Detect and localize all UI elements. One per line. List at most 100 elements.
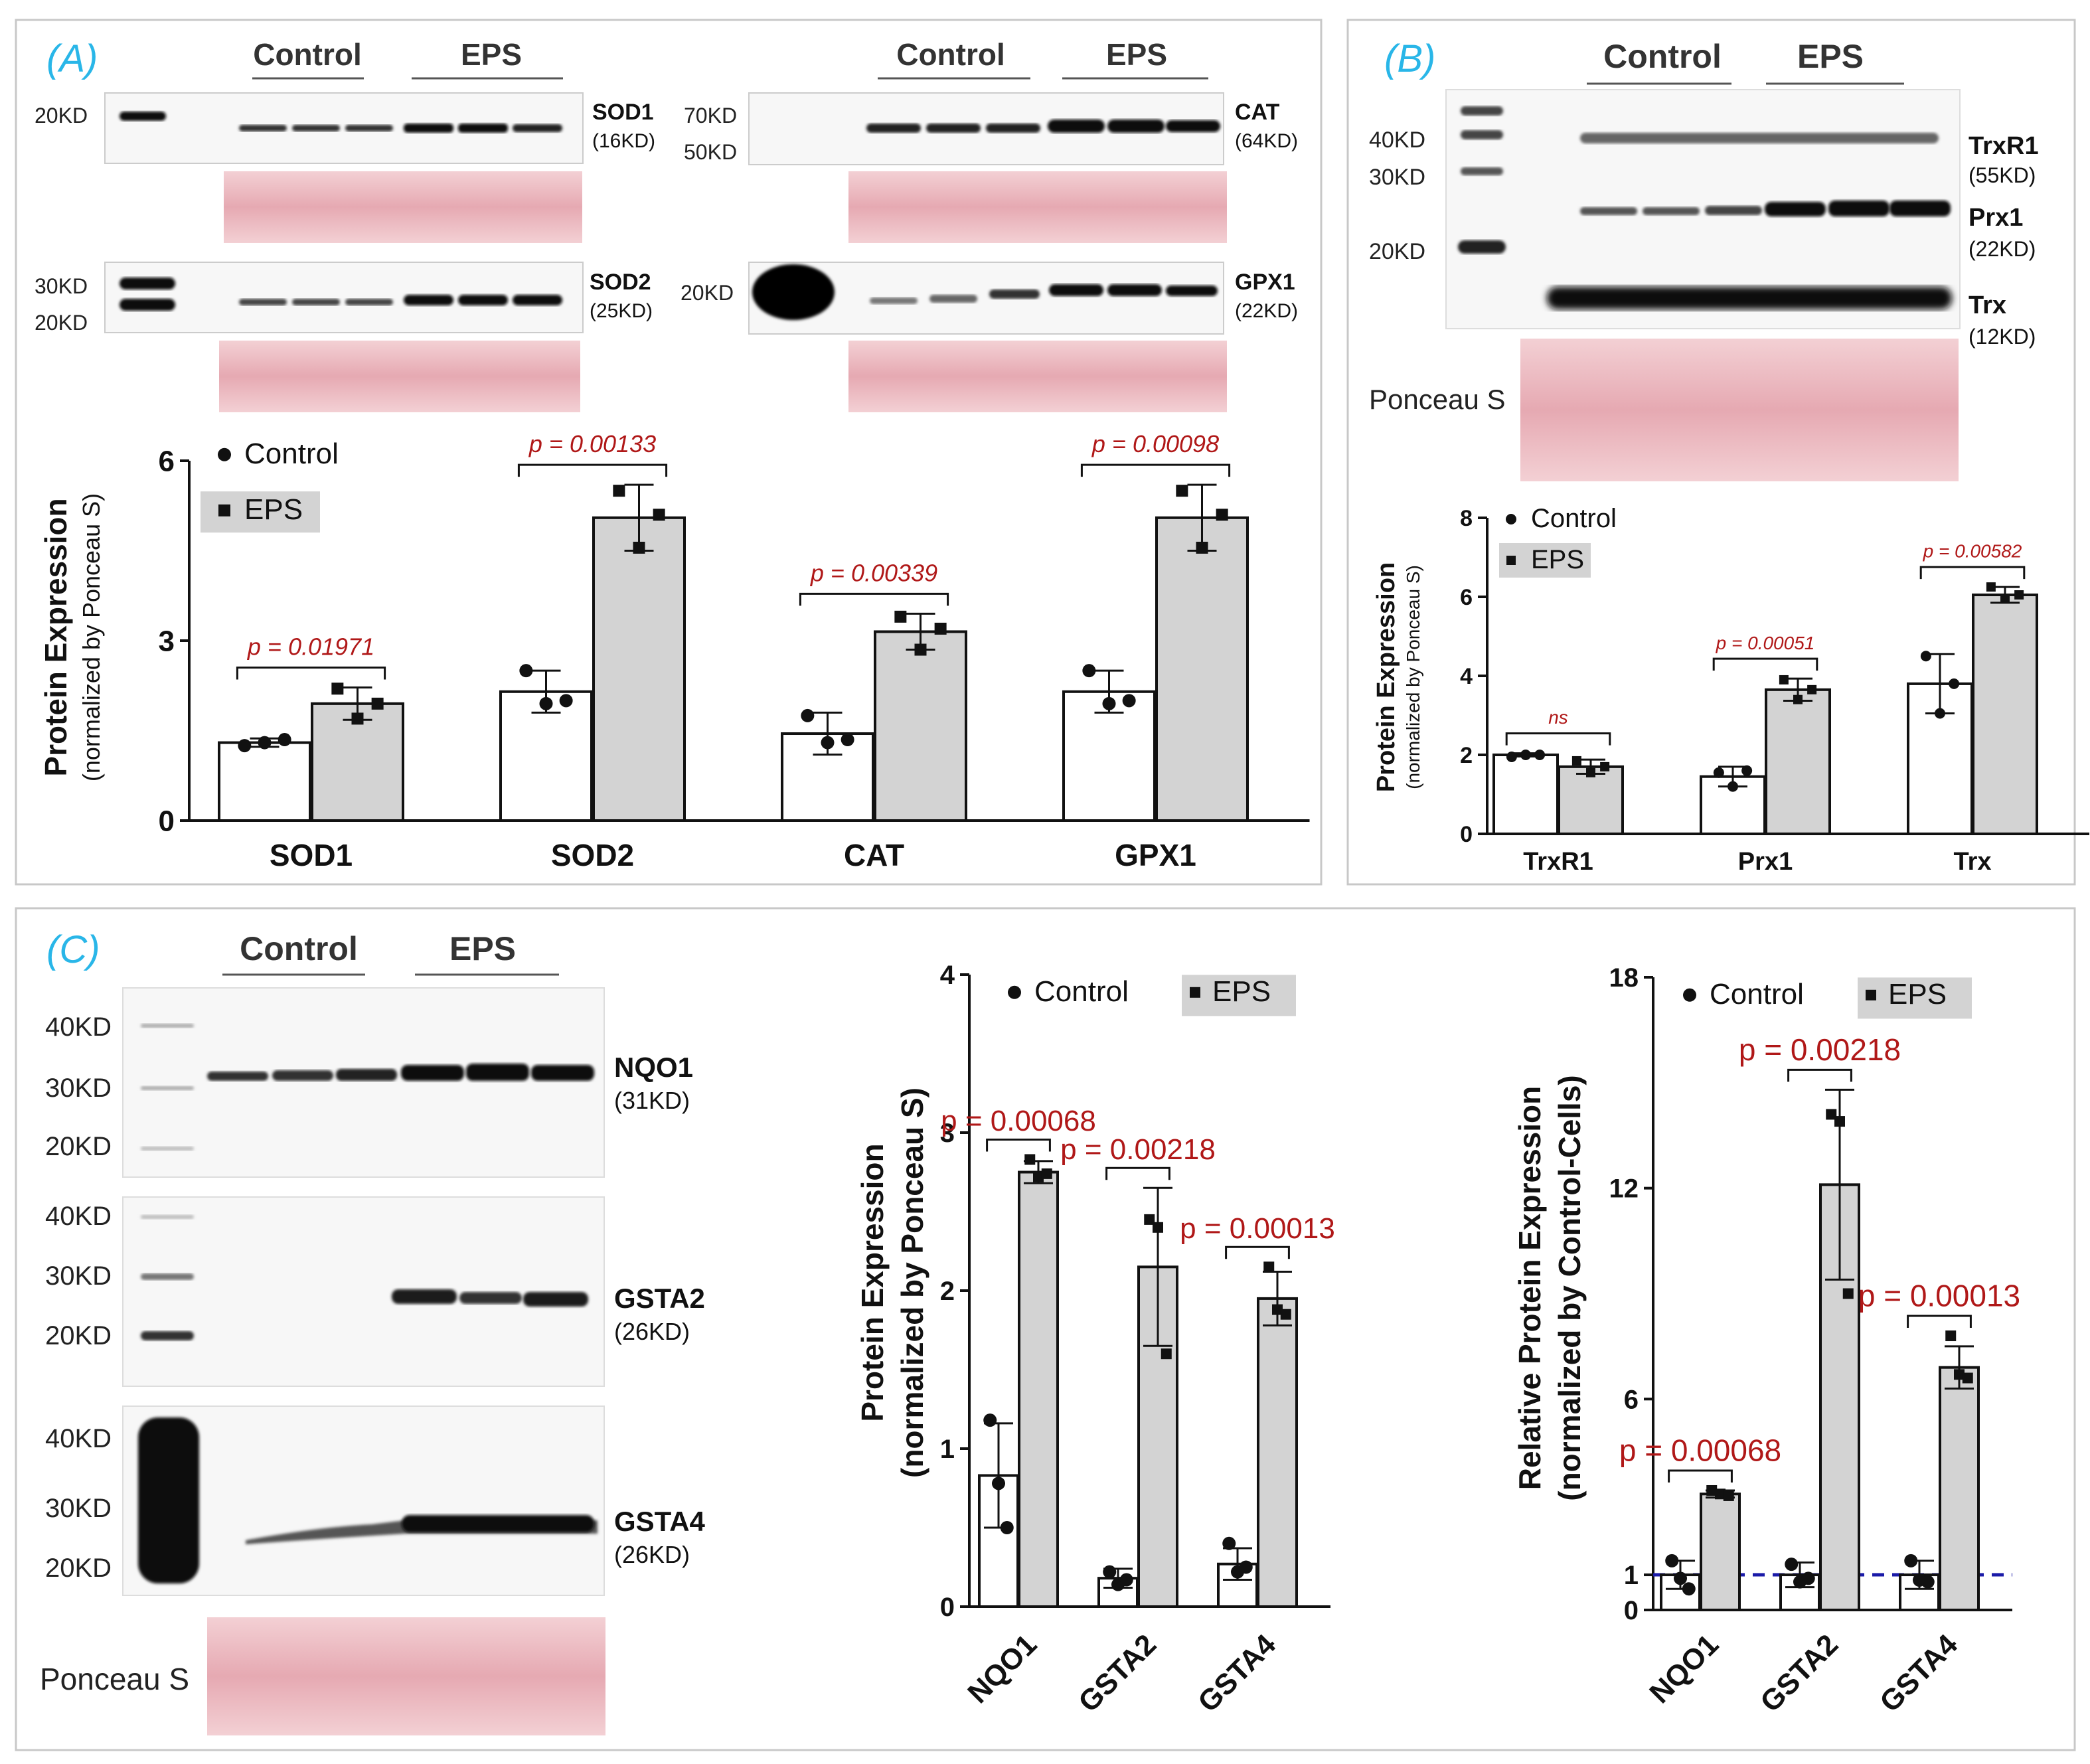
y-tick-label: 3 (940, 1119, 955, 1148)
significance-bracket (1787, 1068, 1852, 1082)
blot-band (1705, 206, 1762, 215)
blot-band (239, 125, 287, 131)
control-point (1534, 750, 1546, 760)
control-point (519, 664, 533, 678)
blot-band (120, 299, 175, 311)
eps-point (1954, 1369, 1965, 1380)
blot-band (752, 264, 835, 320)
eps-point (1600, 762, 1610, 771)
group-label-control: Control (1603, 38, 1722, 75)
panel-c-letter: (C) (46, 928, 100, 971)
group-label-control: Control (896, 37, 1005, 72)
chart-a: 0 3 6 Protein Expression (normalized by Ponc… (39, 430, 1310, 872)
y-tick-label: 0 (940, 1593, 955, 1622)
blot-name-label: Prx1 (1969, 204, 2023, 232)
significance-bracket (1668, 1469, 1733, 1483)
eps-point (1153, 1222, 1163, 1233)
y-tick-label: 18 (1609, 963, 1639, 993)
blot-name-label: Trx (1969, 291, 2006, 319)
blot-band (1166, 120, 1220, 132)
marker-label: 20KD (45, 1132, 112, 1161)
x-category-label: GSTA4 (1192, 1628, 1282, 1718)
blot-band (1107, 120, 1165, 133)
blot-band (207, 1072, 268, 1081)
significance-bracket (986, 1138, 1051, 1152)
marker-label: 30KD (45, 1074, 112, 1103)
panel-a-blots: (A) Control EPS Control EPS 20KD SOD1 (1… (35, 37, 1298, 412)
control-point (559, 694, 573, 708)
x-category-label: NQO1 (961, 1628, 1043, 1710)
y-tick-label: 0 (159, 805, 175, 837)
x-category-label: NQO1 (1643, 1628, 1725, 1710)
legend-eps-box (1858, 977, 1972, 1019)
legend-eps-label: EPS (1888, 978, 1947, 1010)
eps-point (2014, 590, 2024, 600)
nqo1-blot (122, 987, 605, 1178)
eps-bar (1972, 594, 2038, 836)
marker-label: 30KD (1369, 165, 1425, 190)
legend-control-label: Control (1531, 504, 1617, 533)
eps-point (1161, 1348, 1172, 1360)
significance-bracket (1712, 657, 1818, 671)
significance-bracket (1105, 1166, 1170, 1180)
marker-label: 30KD (45, 1261, 112, 1291)
eps-bar (1155, 516, 1249, 822)
blot-band (1828, 200, 1889, 216)
y-tick-label: 2 (1460, 743, 1473, 768)
legend-control-marker (218, 447, 231, 461)
y-tick-label: 1 (940, 1435, 955, 1464)
eps-point (1280, 1309, 1291, 1320)
blot-name-label: NQO1 (614, 1052, 693, 1083)
eps-point (1706, 1484, 1718, 1496)
marker-label: 30KD (45, 1494, 112, 1523)
panel-c-blots: (C) Control EPS 40KD 30KD 20KD NQO1 (31K… (40, 928, 706, 1735)
blot-band (336, 1069, 397, 1081)
blot-name-label: SOD2 (590, 270, 651, 295)
control-point (1949, 678, 1960, 689)
eps-point (653, 509, 665, 521)
ponceau-stain (224, 171, 582, 243)
blot-band (1048, 120, 1105, 133)
eps-point (331, 682, 344, 695)
significance-bracket (1080, 463, 1231, 477)
blot-band (292, 299, 340, 305)
eps-point (1041, 1168, 1052, 1179)
p-value-label: p = 0.00339 (810, 559, 937, 586)
blot-band (404, 295, 453, 305)
blot-band (1580, 133, 1939, 143)
y-axis-sublabel: (normalized by Ponceau S) (1403, 565, 1423, 789)
control-point (278, 733, 291, 747)
marker-label: 30KD (35, 274, 88, 298)
eps-bar (1257, 1297, 1298, 1609)
blot-size-label: (22KD) (1235, 300, 1298, 322)
blot-band (870, 297, 918, 304)
x-category-label: GSTA2 (1754, 1628, 1844, 1718)
blot-band (459, 1292, 522, 1304)
control-point (1082, 664, 1096, 678)
gsta2-blot (122, 1196, 605, 1387)
blot-band (141, 1086, 194, 1090)
ponceau-stain (1520, 339, 1959, 481)
blot-band (401, 1065, 464, 1081)
ponceau-label: Ponceau S (40, 1662, 189, 1696)
legend-eps-marker (1190, 987, 1200, 998)
blot-size-label: (64KD) (1235, 130, 1298, 152)
control-point (1920, 651, 1931, 662)
blot-band (1461, 167, 1503, 175)
blot-size-label: (26KD) (614, 1541, 690, 1568)
blot-band (402, 1515, 594, 1532)
blot-band (513, 124, 562, 132)
y-axis-label: Protein Expression (39, 498, 73, 776)
eps-bar (1018, 1170, 1059, 1608)
ponceau-stain (219, 341, 580, 412)
p-value-label: p = 0.00218 (1739, 1032, 1901, 1067)
control-point (1674, 1571, 1687, 1585)
ponceau-stain (207, 1617, 605, 1735)
eps-point (633, 541, 645, 554)
x-category-label: Prx1 (1738, 848, 1793, 876)
blot-size-label: (22KD) (1969, 237, 2036, 261)
eps-point (1263, 1261, 1275, 1273)
panel-b-letter: (B) (1384, 37, 1435, 80)
y-tick-label: 8 (1460, 506, 1473, 531)
y-tick-label: 4 (940, 961, 955, 990)
